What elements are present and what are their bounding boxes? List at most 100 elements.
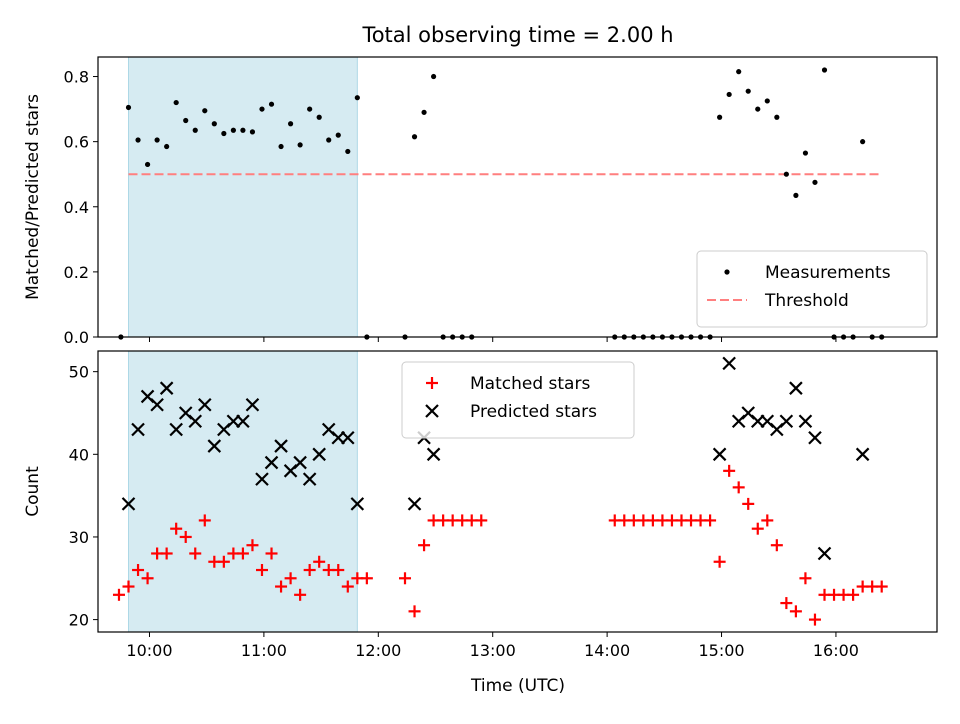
data-point [770,539,783,552]
y-tick-label: 0.4 [64,198,89,217]
data-point [198,514,211,527]
data-point [302,472,317,486]
data-point [312,447,326,462]
data-point [332,564,345,577]
data-point [268,101,275,107]
data-point [774,114,780,120]
data-point [723,464,736,477]
data-point [265,547,278,560]
data-point [207,439,222,453]
data-point [411,134,418,140]
data-point [303,564,316,577]
data-point [354,95,360,101]
data-point [125,104,132,111]
data-point [141,572,154,585]
data-point [808,431,822,445]
data-point [789,605,802,618]
bottom-panel: 20 30 40 50 10:00 11:00 12:00 13:00 14:00 15:00 16… [23,350,938,660]
observing-window-span [128,350,358,633]
data-point [341,431,355,445]
y-tick-label: 0.8 [64,68,89,87]
y-tick-label: 0.0 [64,328,89,347]
axes-frame [97,350,938,633]
data-point [132,564,145,577]
data-point [121,497,136,511]
data-point [307,106,313,112]
data-point [159,381,174,395]
data-point [169,422,183,437]
data-point [712,447,727,462]
data-point [717,114,723,120]
x-tick-label: 14:00 [584,641,630,660]
legend-marker [426,377,438,389]
data-point [316,114,322,120]
top-panel: 0.0 0.2 0.4 0.6 0.8 Matched/Predicted stars Me… [23,56,938,347]
data-point [855,447,870,462]
data-point [736,69,742,75]
data-point [713,555,726,568]
data-point [211,121,217,127]
data-point [122,580,135,593]
legend: Matched stars Predicted stars [401,361,635,439]
data-point [112,588,125,601]
legend-label: Matched stars [470,374,590,394]
x-tick-label: 11:00 [241,641,287,660]
data-point [431,73,437,80]
x-axis-label: Time (UTC) [470,676,565,696]
data-point [875,580,888,593]
data-point [764,98,770,104]
series-matched-stars [112,464,888,626]
legend-label: Threshold [764,291,849,311]
data-point [278,143,284,150]
data-point [802,150,809,156]
data-point [780,597,793,610]
data-point [245,397,260,412]
y-axis-label: Count [23,466,43,517]
data-point [789,381,803,395]
data-point [188,414,203,429]
data-point [217,555,230,568]
y-axis-label: Matched/Predicted stars [23,94,43,300]
data-point [860,139,866,145]
data-point [255,472,269,486]
data-point [131,422,145,437]
data-point [221,130,227,137]
data-point [264,455,279,470]
y-tick-label: 0.6 [64,133,89,152]
data-point [293,455,307,470]
data-point [755,106,761,112]
data-point [821,67,828,73]
data-point [341,580,354,593]
legend-marker [724,269,730,275]
data-point [189,547,202,560]
data-point [704,514,717,527]
data-point [246,539,259,552]
data-point [160,547,173,560]
data-point [164,143,170,150]
data-point [408,605,421,618]
data-point [154,137,160,143]
data-point [761,514,774,527]
data-point [284,572,297,585]
y-tick-label: 40 [69,445,89,464]
data-point [287,121,294,127]
y-tick-label: 50 [69,363,89,382]
data-point [847,588,860,601]
data-point [249,129,256,135]
data-point [230,127,236,133]
data-point [179,530,192,543]
data-point [732,481,745,494]
data-point [722,356,736,371]
data-point [335,132,341,138]
data-point [745,88,751,94]
data-point [236,414,250,429]
data-point [240,127,246,133]
y-tick-label: 30 [69,528,89,547]
axes-frame [97,56,938,338]
data-point [275,580,288,593]
data-point [398,572,411,585]
data-point [297,142,303,148]
x-tick-label: 15:00 [698,641,744,660]
data-point [799,572,812,585]
